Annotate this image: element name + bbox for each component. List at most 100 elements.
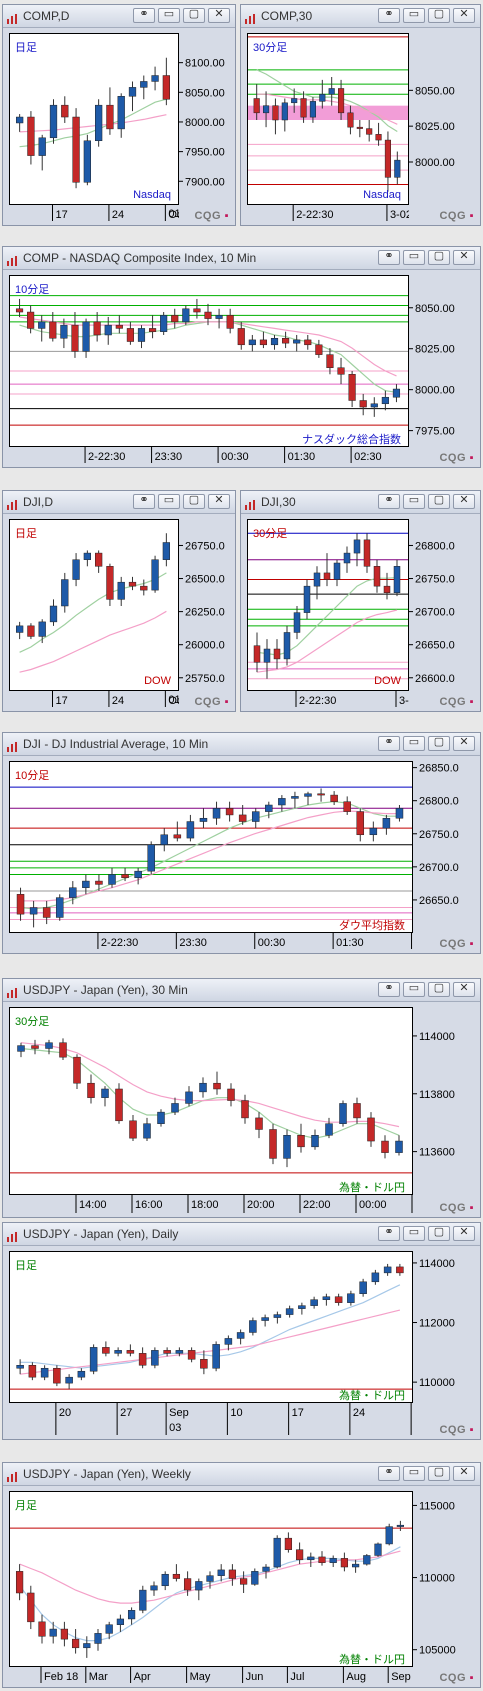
price-plot-area[interactable] [9, 33, 179, 205]
close-button[interactable]: ✕ [453, 494, 475, 509]
link-icon[interactable]: ⚭ [378, 250, 400, 265]
candlestick [225, 801, 234, 822]
link-icon[interactable]: ⚭ [378, 494, 400, 509]
maximize-button[interactable]: ▢ [428, 494, 450, 509]
price-plot-area[interactable] [247, 33, 409, 205]
close-button[interactable]: ✕ [208, 8, 230, 23]
candlestick [49, 99, 58, 144]
candle-body [87, 1082, 95, 1098]
y-tick-label: 26650.0 [419, 895, 459, 907]
close-button[interactable]: ✕ [453, 1226, 475, 1241]
candlestick [395, 805, 404, 822]
candle-body [138, 1353, 147, 1366]
x-tick-label: 2-22:30 [101, 937, 138, 949]
chart-window-dji-30: DJI,30 ⚭ ▭ ▢ ✕ 30分足 DOW 26800.0 26750.0 26700.0 26… [240, 490, 481, 712]
maximize-button[interactable]: ▢ [428, 982, 450, 997]
maximize-button[interactable]: ▢ [428, 8, 450, 23]
candle-body [253, 98, 260, 114]
maximize-button[interactable]: ▢ [428, 250, 450, 265]
minimize-button[interactable]: ▭ [403, 8, 425, 23]
price-plot-area[interactable] [9, 519, 179, 691]
price-chart-svg [10, 1038, 412, 1174]
cqg-logo-text: CQG [194, 210, 222, 222]
window-title: DJI - DJ Industrial Average, 10 Min [23, 737, 209, 751]
x-axis: 2-22:30 3-02:30 [247, 691, 409, 711]
close-button[interactable]: ✕ [453, 736, 475, 751]
candlestick [238, 805, 247, 825]
minimize-button[interactable]: ▭ [403, 494, 425, 509]
candlestick [53, 1365, 61, 1387]
candle-body [283, 1135, 291, 1159]
link-icon[interactable]: ⚭ [378, 1226, 400, 1241]
candlestick [396, 1520, 405, 1531]
price-plot-area[interactable] [9, 1491, 413, 1667]
candle-body [49, 104, 58, 139]
y-tick-label: 113800 [419, 1089, 455, 1101]
price-plot-area[interactable] [9, 1007, 413, 1195]
candle-body [356, 811, 365, 836]
minimize-button[interactable]: ▭ [403, 1226, 425, 1241]
price-plot-area[interactable] [9, 275, 409, 447]
close-button[interactable]: ✕ [453, 1466, 475, 1481]
price-plot-area[interactable] [9, 1251, 413, 1403]
candle-body [199, 817, 208, 822]
candlestick [304, 791, 312, 805]
candle-body [385, 1526, 393, 1545]
minimize-button[interactable]: ▭ [403, 250, 425, 265]
price-plot-area[interactable] [247, 519, 409, 691]
candlestick [16, 887, 25, 921]
candlestick [253, 632, 261, 673]
maximize-button[interactable]: ▢ [428, 736, 450, 751]
candlestick [285, 1305, 294, 1318]
link-icon[interactable]: ⚭ [378, 8, 400, 23]
candle-body [102, 1347, 110, 1354]
chart-window-usdjpy-w: USDJPY - Japan (Yen), Weekly ⚭ ▭ ▢ ✕ 月足 為替・ドル円… [2, 1462, 481, 1688]
candle-body [186, 821, 195, 839]
cqg-logo-icon: ▪ [221, 696, 229, 708]
candle-body [150, 1585, 158, 1591]
candlestick [353, 533, 361, 567]
candlestick [185, 1086, 193, 1107]
price-chart-svg [16, 57, 170, 189]
candlestick [193, 298, 201, 319]
close-button[interactable]: ✕ [453, 8, 475, 23]
instrument-label: 為替・ドル円 [339, 1182, 405, 1194]
y-tick-label: 110000 [419, 1377, 455, 1389]
link-icon[interactable]: ⚭ [133, 494, 155, 509]
close-button[interactable]: ✕ [453, 982, 475, 997]
minimize-button[interactable]: ▭ [158, 8, 180, 23]
minimize-button[interactable]: ▭ [403, 982, 425, 997]
link-icon[interactable]: ⚭ [133, 8, 155, 23]
candlestick [283, 625, 291, 666]
y-tick-label: 26000.0 [185, 640, 225, 652]
candlestick [117, 576, 125, 606]
moving-average-line [19, 610, 167, 673]
candlestick [353, 1097, 361, 1124]
maximize-button[interactable]: ▢ [428, 1226, 450, 1241]
minimize-button[interactable]: ▭ [403, 1466, 425, 1481]
maximize-button[interactable]: ▢ [183, 494, 205, 509]
candle-body [329, 1558, 337, 1563]
maximize-button[interactable]: ▢ [183, 8, 205, 23]
link-icon[interactable]: ⚭ [378, 736, 400, 751]
minimize-button[interactable]: ▭ [158, 494, 180, 509]
link-icon: ⚭ [139, 494, 149, 506]
link-icon[interactable]: ⚭ [378, 982, 400, 997]
link-icon[interactable]: ⚭ [378, 1466, 400, 1481]
price-chart-svg [10, 1520, 412, 1658]
candlestick [45, 1039, 53, 1055]
x-tick-label: Aug [346, 1671, 366, 1683]
price-plot-area[interactable] [9, 761, 413, 933]
price-chart-svg [10, 786, 412, 928]
close-button[interactable]: ✕ [453, 250, 475, 265]
close-button[interactable]: ✕ [208, 494, 230, 509]
candle-body [53, 1367, 61, 1384]
minimize-button[interactable]: ▭ [403, 736, 425, 751]
candle-body [93, 321, 101, 336]
window-title: USDJPY - Japan (Yen), Weekly [23, 1467, 191, 1481]
cqg-logo-icon: ▪ [466, 938, 474, 950]
candle-body [226, 315, 234, 329]
maximize-button[interactable]: ▢ [428, 1466, 450, 1481]
y-tick-label: 26750.0 [415, 574, 455, 586]
chart-window-dji-10: DJI - DJ Industrial Average, 10 Min ⚭ ▭ ▢ ✕ 1… [2, 732, 481, 954]
